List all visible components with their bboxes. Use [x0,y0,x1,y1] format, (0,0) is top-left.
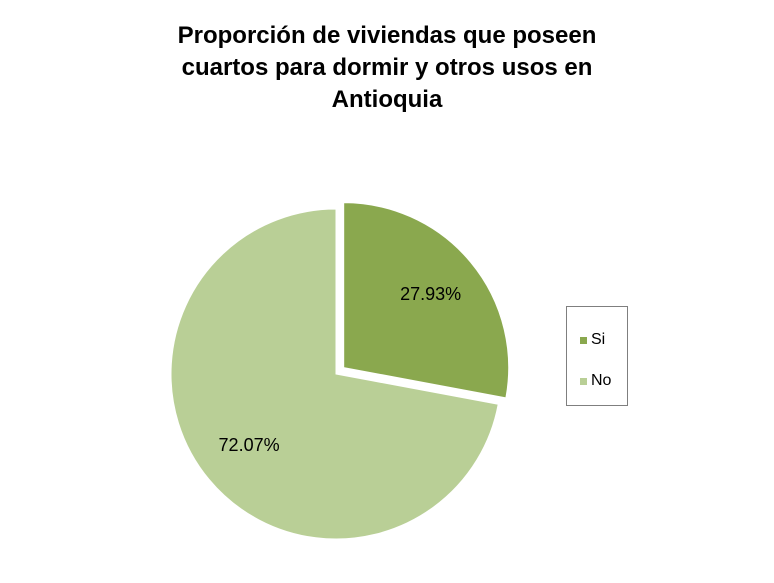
data-label-si: 27.93% [400,284,461,304]
pie-data-labels: 27.93% 72.07% [219,284,462,455]
legend-entry-no: No [580,371,611,391]
chart-title-line-3: Antioquia [331,86,443,113]
legend-label-si: Si [591,331,606,348]
chart-title-line-1: Proporción de viviendas que poseen [177,22,597,49]
pie-slice-si [343,202,510,399]
legend-entry-si: Si [580,330,605,350]
legend-swatch-no [580,377,587,385]
chart-title: Proporción de viviendas que poseen cuart… [0,20,774,116]
legend-swatch-si [580,336,587,344]
legend-label-no: No [591,372,612,389]
data-label-no: 72.07% [219,435,280,455]
pie-slice-no [170,208,499,540]
legend: Si No [566,306,628,406]
chart-title-line-2: cuartos para dormir y otros usos en [181,54,593,81]
pie-slices [170,202,510,540]
